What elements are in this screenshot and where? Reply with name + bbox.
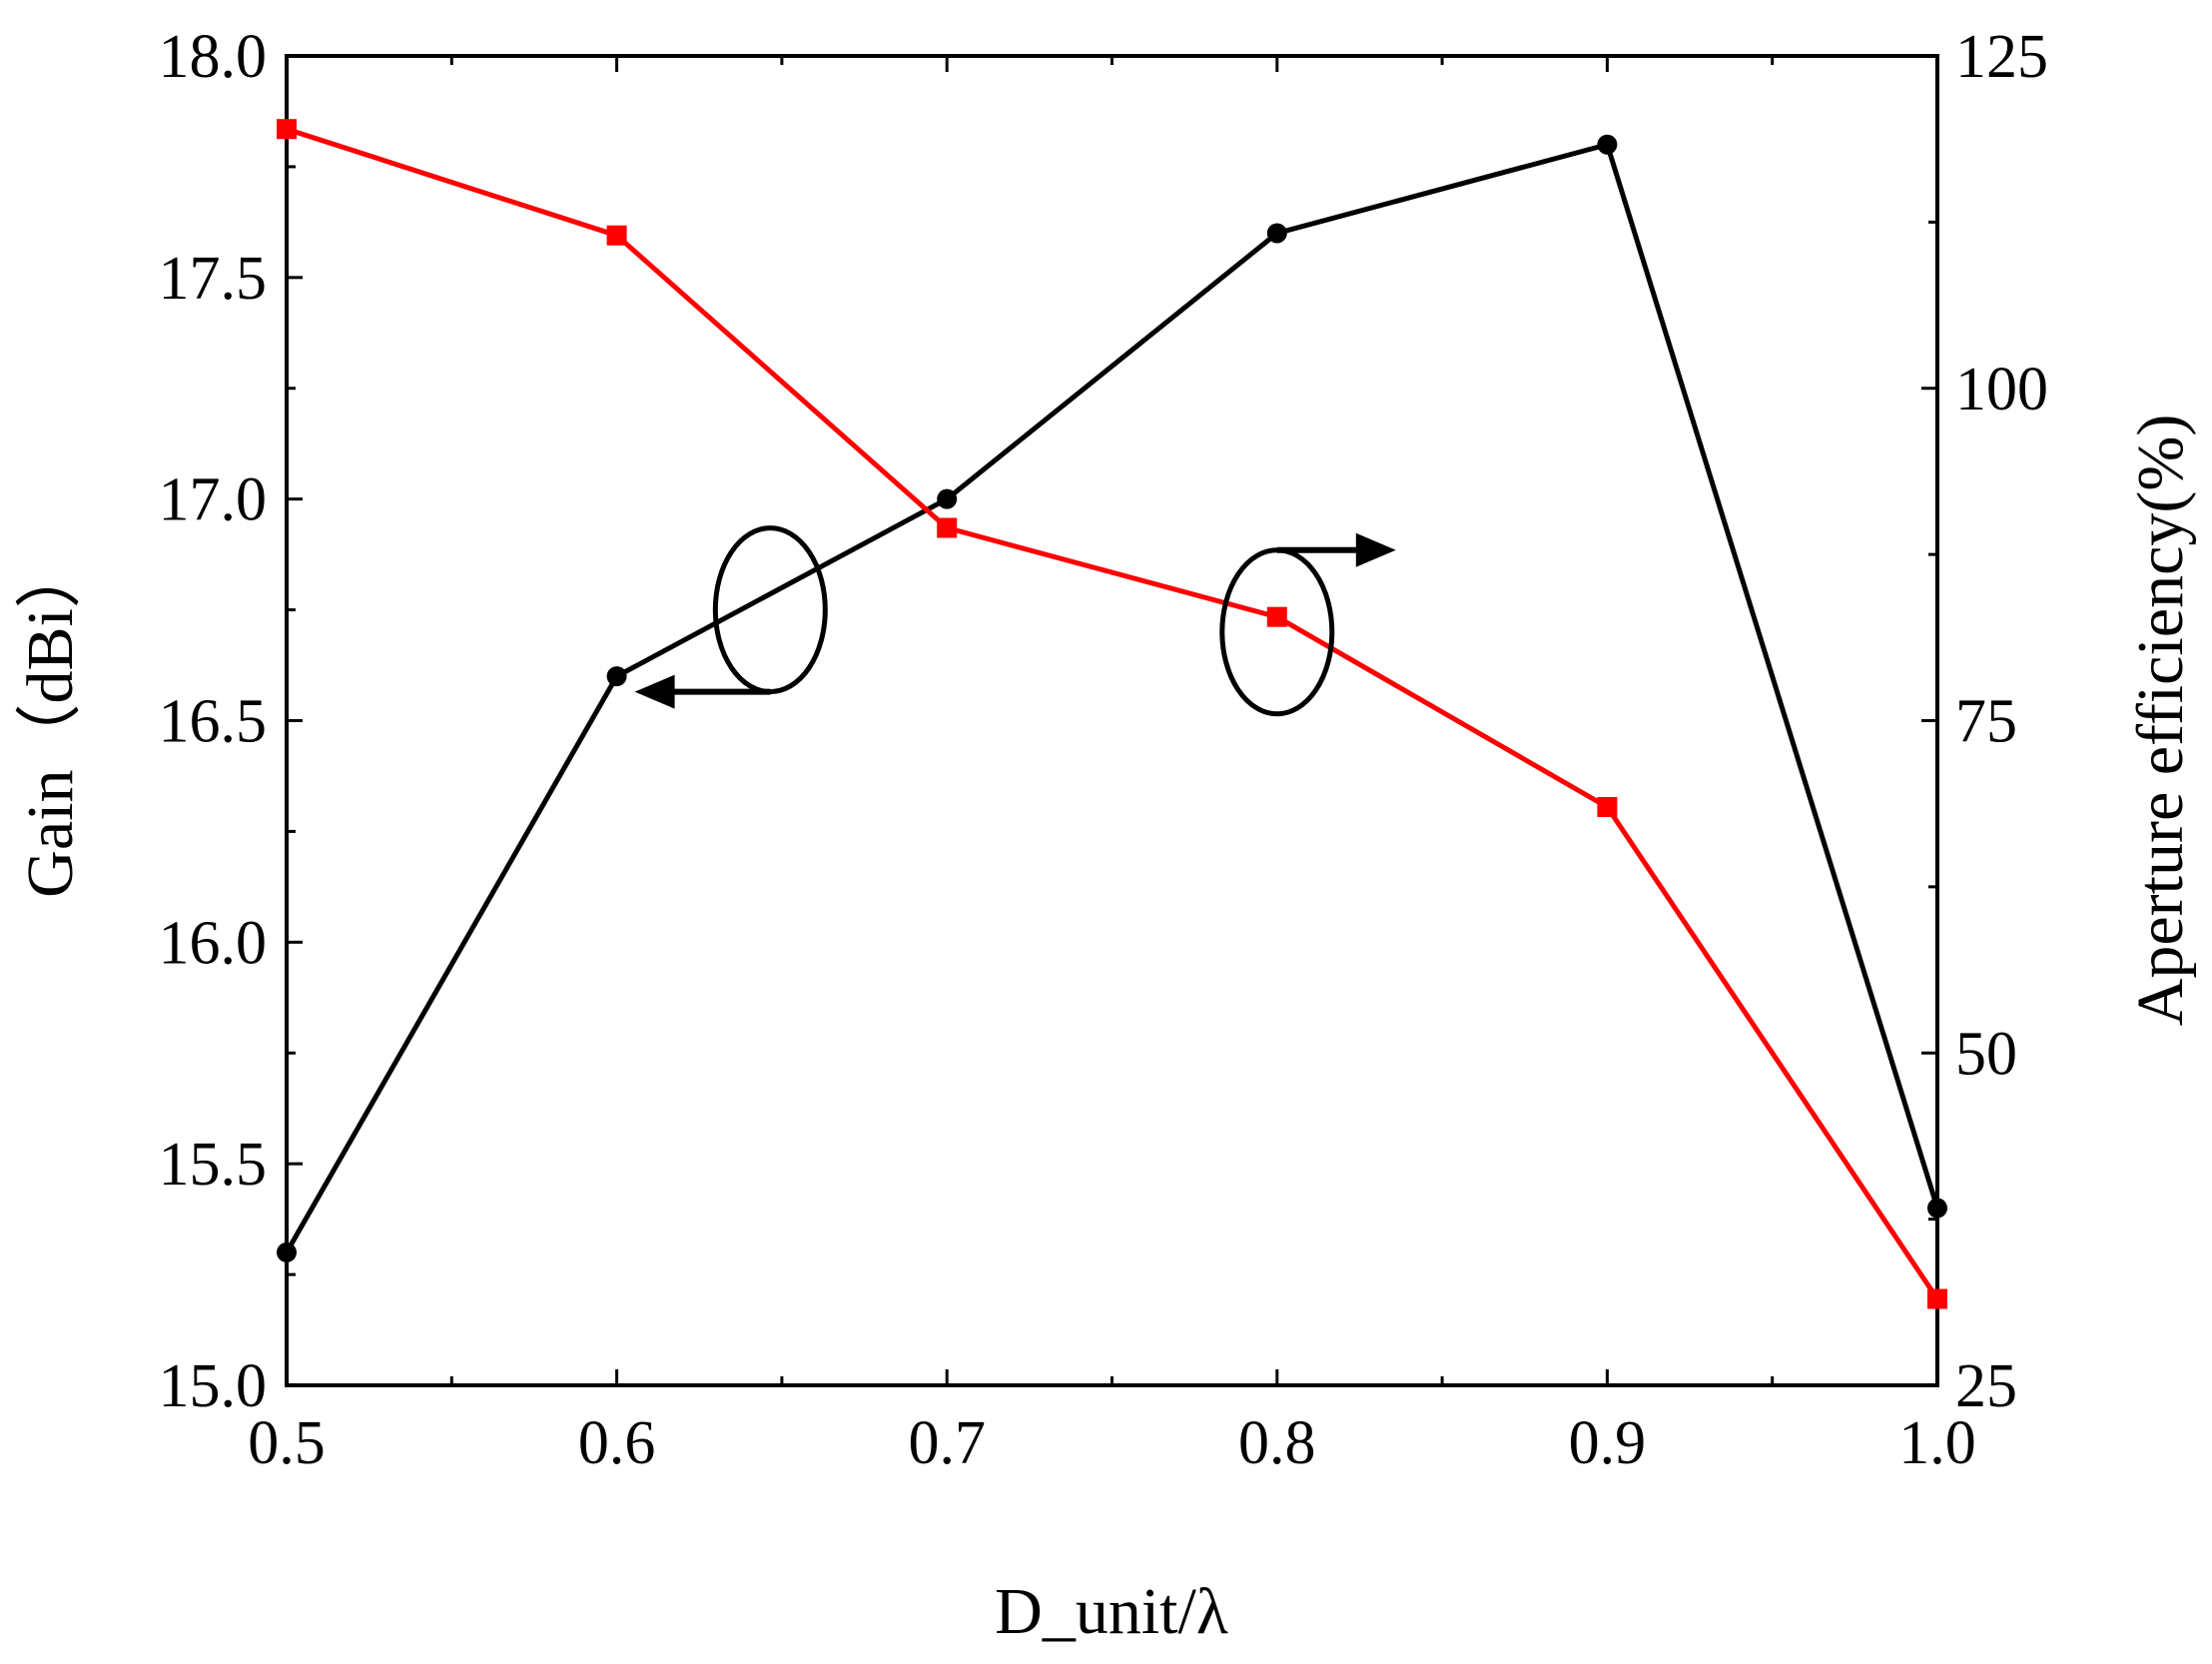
y2-axis-label: Aperture efficiency(%)	[2124, 415, 2197, 1027]
x-tick-label: 0.6	[578, 1409, 656, 1477]
annotation-arrow-right-head	[1355, 532, 1396, 567]
y-tick-label: 17.5	[159, 245, 268, 313]
series-2-point	[277, 119, 297, 140]
y-axis-label: Gain（dBi）	[14, 542, 87, 898]
series-2-point	[1266, 606, 1287, 627]
series-2-point	[1927, 1288, 1947, 1309]
y-tick-label: 18.0	[159, 23, 268, 91]
series-2-point	[937, 517, 958, 538]
y-tick-label: 17.0	[159, 466, 268, 534]
x-tick-label: 0.5	[248, 1409, 326, 1477]
y2-tick-label: 100	[1955, 356, 2048, 423]
series-1-point	[277, 1242, 297, 1262]
series-2-point	[606, 225, 627, 246]
series-1-point	[937, 488, 958, 509]
series-2-line	[286, 126, 1940, 1300]
ticks-layer: 0.5 0.6 0.7 0.8 0.9 1.0 15.0 15.5 16.0 16.5 17.0 17…	[159, 23, 2049, 1477]
series-1-point	[1266, 223, 1287, 244]
y2-tick-label: 25	[1955, 1352, 2017, 1420]
y2-tick-label: 75	[1955, 688, 2017, 756]
x-axis-label: D_unit/λ	[995, 1575, 1228, 1648]
y-tick-label: 15.5	[159, 1131, 268, 1199]
annotation-ellipse-right	[1219, 547, 1335, 717]
x-tick-label: 0.8	[1238, 1409, 1316, 1477]
x-tick-label: 0.7	[908, 1409, 986, 1477]
y-tick-label: 15.0	[159, 1352, 268, 1420]
series-2-point	[1597, 797, 1618, 818]
series-1-point	[1597, 134, 1618, 155]
y2-tick-label: 125	[1955, 23, 2048, 91]
series-layer	[277, 119, 1947, 1309]
y-tick-label: 16.5	[159, 688, 268, 756]
series-1-point	[606, 666, 627, 687]
series-1-line	[284, 142, 1940, 1254]
y2-tick-label: 50	[1955, 1020, 2017, 1088]
plot-frame	[285, 54, 1939, 1387]
series-1-point	[1927, 1198, 1947, 1219]
y-tick-label: 16.0	[159, 909, 268, 977]
x-tick-label: 1.0	[1898, 1409, 1976, 1477]
x-tick-label: 0.9	[1569, 1409, 1647, 1477]
annotation-arrow-left-head	[634, 674, 675, 709]
annotation-ellipse-left	[712, 525, 828, 695]
annotation-layer	[634, 525, 1396, 717]
